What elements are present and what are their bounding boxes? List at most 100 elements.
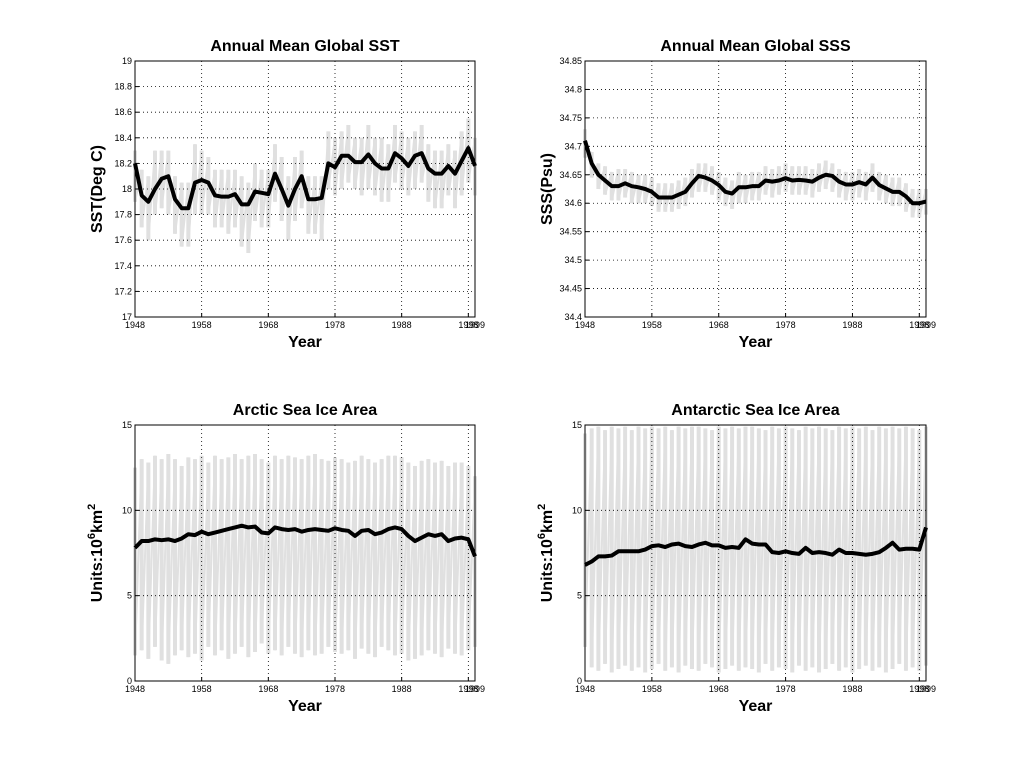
monthly-range: [200, 462, 210, 661]
y-tick-label: 15: [122, 420, 132, 430]
x-tick-label: 1958: [192, 684, 212, 694]
x-tick-label: 1978: [325, 320, 345, 330]
x-tick-label: 1978: [325, 684, 345, 694]
x-tick-label: 1998: [909, 684, 929, 694]
monthly-range: [637, 428, 647, 668]
y-tick-label: 10: [572, 505, 582, 515]
monthly-range: [254, 169, 263, 222]
y-tick-label: 34.65: [559, 170, 582, 180]
monthly-range: [898, 426, 907, 664]
monthly-range: [240, 182, 250, 247]
annual-mean-line: [583, 140, 927, 206]
y-tick-label: 19: [122, 56, 132, 66]
monthly-range: [858, 426, 867, 670]
monthly-range: [650, 428, 660, 670]
x-tick-label: 1999: [465, 320, 485, 330]
monthly-range: [260, 462, 270, 644]
monthly-range: [174, 465, 183, 656]
chart-title: Antarctic Sea Ice Area: [671, 402, 839, 419]
annual-mean-line: [133, 146, 477, 211]
monthly-range: [757, 430, 767, 673]
x-tick-label: 1999: [916, 684, 936, 694]
monthly-range: [818, 428, 827, 673]
monthly-range: [220, 457, 230, 651]
monthly-range: [677, 428, 687, 673]
x-tick-label: 1999: [916, 320, 936, 330]
x-tick-label: 1968: [709, 684, 729, 694]
monthly-range: [194, 455, 203, 654]
monthly-range: [174, 182, 183, 234]
y-axis-label-part: 2: [536, 504, 548, 510]
monthly-range: [447, 462, 456, 649]
monthly-range: [664, 430, 673, 671]
y-axis-label-part: 6: [86, 533, 98, 539]
monthly-range: [434, 460, 443, 654]
monthly-range: [300, 455, 310, 658]
monthly-range: [414, 124, 423, 190]
x-tick-label: 1998: [458, 320, 478, 330]
monthly-range: [214, 459, 223, 656]
monthly-range: [240, 455, 250, 647]
monthly-range: [154, 459, 163, 647]
monthly-range: [737, 426, 747, 671]
monthly-range: [140, 176, 150, 228]
x-tick-label: 1978: [776, 684, 796, 694]
x-tick-label: 1968: [709, 320, 729, 330]
monthly-range: [380, 455, 390, 647]
monthly-range: [414, 460, 423, 659]
monthly-range: [791, 430, 800, 673]
monthly-range: [227, 169, 236, 234]
monthly-range: [360, 459, 370, 649]
x-tick-label: 1948: [125, 684, 145, 694]
y-axis-label-part: km: [539, 510, 556, 533]
monthly-range: [180, 182, 190, 247]
monthly-range: [140, 462, 150, 651]
monthly-range: [467, 476, 476, 651]
y-tick-label: 18: [122, 184, 132, 194]
monthly-range: [287, 457, 296, 647]
y-tick-label: 34.6: [564, 198, 582, 208]
y-tick-label: 5: [127, 591, 132, 601]
monthly-range: [247, 453, 256, 658]
y-tick-label: 18.4: [114, 133, 132, 143]
monthly-range: [314, 459, 323, 656]
x-tick-label: 1998: [909, 320, 929, 330]
y-axis-label-part: 6: [536, 533, 548, 539]
x-axis-label: Year: [739, 698, 773, 715]
monthly-range: [864, 430, 874, 666]
annual-mean-line: [584, 526, 928, 567]
monthly-range: [831, 426, 841, 664]
monthly-range: [630, 174, 640, 204]
monthly-range: [347, 460, 356, 651]
monthly-range: [918, 426, 927, 671]
monthly-range: [367, 462, 376, 654]
monthly-range: [340, 462, 350, 654]
monthly-range: [871, 426, 881, 671]
x-tick-label: 1958: [642, 320, 662, 330]
monthly-range: [254, 459, 263, 653]
monthly-range: [314, 176, 323, 234]
chart-title: Arctic Sea Ice Area: [233, 402, 377, 419]
y-tick-label: 15: [572, 420, 582, 430]
monthly-range: [374, 459, 383, 658]
monthly-range: [294, 459, 303, 654]
monthly-range: [134, 459, 143, 656]
y-tick-label: 17: [122, 312, 132, 322]
y-tick-label: 34.75: [559, 113, 582, 123]
monthly-range: [811, 426, 821, 668]
monthly-range: [844, 426, 854, 668]
monthly-range: [354, 455, 363, 659]
monthly-range: [784, 428, 794, 670]
monthly-range: [147, 455, 156, 659]
monthly-range: [884, 426, 894, 673]
monthly-range: [260, 169, 270, 228]
x-tick-label: 1958: [642, 684, 662, 694]
x-tick-label: 1999: [465, 684, 485, 694]
monthly-range: [387, 455, 396, 651]
monthly-range: [797, 426, 807, 666]
y-tick-label: 34.7: [564, 141, 582, 151]
plot-frame: [584, 60, 927, 318]
monthly-range: [180, 457, 190, 651]
